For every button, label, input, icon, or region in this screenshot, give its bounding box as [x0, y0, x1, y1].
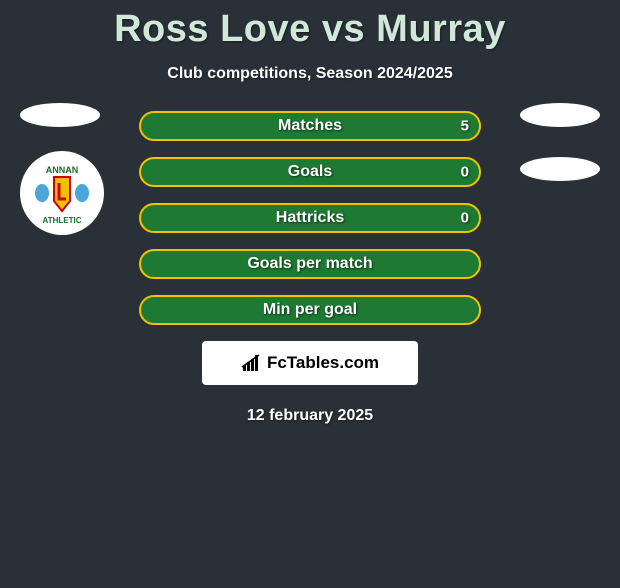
stat-bar: Hattricks 0 — [139, 203, 481, 233]
stat-bar-value: 0 — [461, 164, 469, 181]
stat-bar-label: Min per goal — [263, 301, 357, 319]
stat-bar-label: Goals per match — [247, 255, 372, 273]
stat-bar-label: Matches — [278, 117, 342, 135]
left-team-marker — [20, 103, 100, 127]
right-team-marker-2 — [520, 157, 600, 181]
footer-date: 12 february 2025 — [0, 407, 620, 425]
right-team-column — [520, 103, 600, 211]
stat-bar-value: 0 — [461, 210, 469, 227]
stat-bar: Goals per match — [139, 249, 481, 279]
badge-text-top: ANNAN — [46, 165, 79, 175]
left-team-badge: ANNAN ATHLETIC — [20, 151, 104, 235]
left-team-column: ANNAN ATHLETIC — [20, 103, 104, 235]
stat-bar: Min per goal — [139, 295, 481, 325]
stat-bar: Matches 5 — [139, 111, 481, 141]
right-team-marker-1 — [520, 103, 600, 127]
brand-text: FcTables.com — [267, 353, 379, 373]
brand-watermark: FcTables.com — [202, 341, 418, 385]
page-subtitle: Club competitions, Season 2024/2025 — [0, 65, 620, 83]
bar-chart-icon — [241, 353, 261, 373]
stat-bar: Goals 0 — [139, 157, 481, 187]
annan-athletic-crest-icon: ANNAN ATHLETIC — [24, 155, 100, 231]
comparison-chart: ANNAN ATHLETIC Matches5Goals0Hattricks0G… — [0, 111, 620, 425]
page-title: Ross Love vs Murray — [0, 8, 620, 51]
badge-text-bottom: ATHLETIC — [43, 216, 82, 225]
stat-bar-value: 5 — [461, 118, 469, 135]
stat-bars: Matches 5 Goals 0 Hattricks 0 Goals per match M… — [139, 111, 481, 325]
stat-bar-label: Goals — [288, 163, 332, 181]
stat-bar-label: Hattricks — [276, 209, 344, 227]
